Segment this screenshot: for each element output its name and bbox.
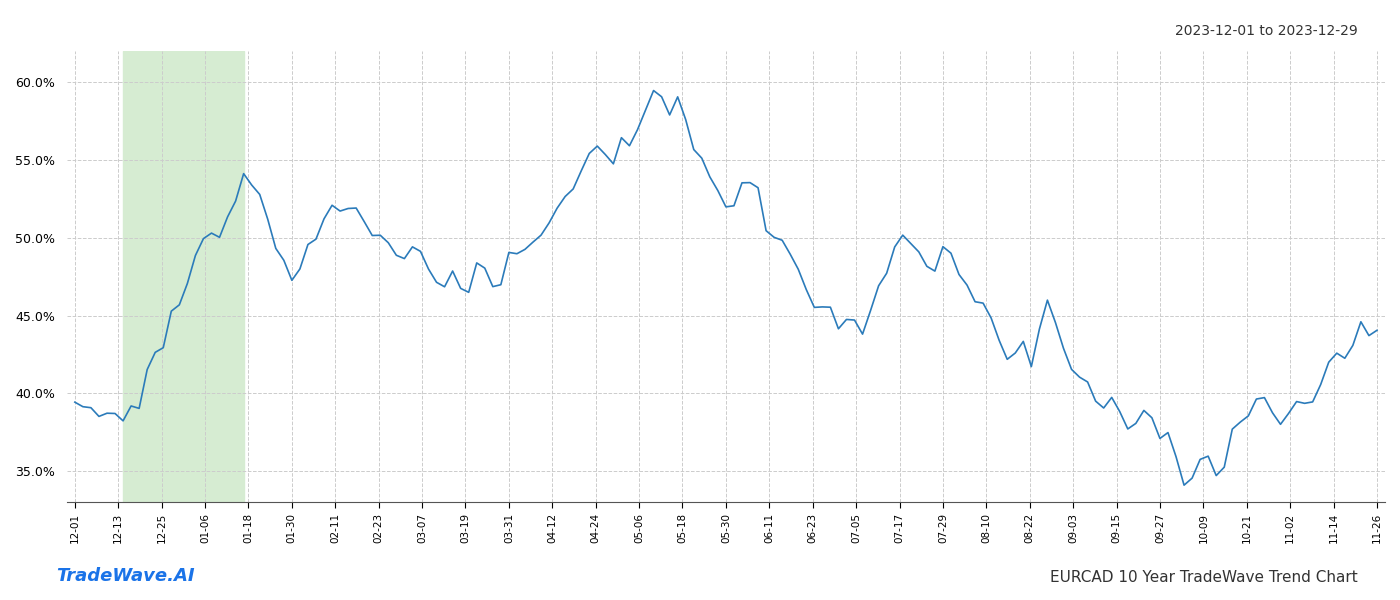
- Bar: [123, 51, 244, 502]
- Text: 2023-12-01 to 2023-12-29: 2023-12-01 to 2023-12-29: [1175, 24, 1358, 38]
- Text: TradeWave.AI: TradeWave.AI: [56, 567, 195, 585]
- Text: EURCAD 10 Year TradeWave Trend Chart: EURCAD 10 Year TradeWave Trend Chart: [1050, 570, 1358, 585]
